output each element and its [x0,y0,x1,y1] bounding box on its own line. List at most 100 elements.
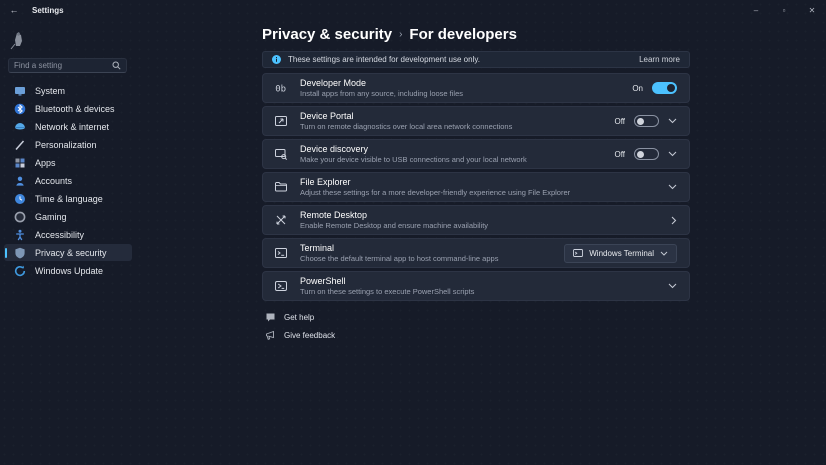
sidebar-item-network[interactable]: Network & internet [4,118,132,135]
footer-link-label: Get help [284,313,315,322]
toggle-state-label: On [632,83,643,93]
row-controls: Off [614,115,677,127]
row-title: Remote Desktop [300,210,368,220]
sidebar-item-accounts[interactable]: Accounts [4,172,132,189]
row-text: File Explorer Adjust these settings for … [300,173,668,201]
row-powershell[interactable]: PowerShell Turn on these settings to exe… [262,271,690,301]
windows-terminal-icon [573,249,584,257]
maximize-icon: ▫ [782,5,786,15]
row-description: Enable Remote Desktop and ensure machine… [300,221,489,230]
sidebar-item-accessibility[interactable]: Accessibility [4,226,132,243]
terminal-icon [274,246,288,260]
close-icon: ✕ [808,5,816,15]
row-text: Terminal Choose the default terminal app… [300,239,564,267]
titlebar: ← Settings – ▫ ✕ [0,0,826,20]
person-icon [14,175,26,187]
main-content: Privacy & security › For developers Thes… [262,20,690,341]
info-icon [272,55,281,64]
close-button[interactable]: ✕ [798,0,826,20]
device-portal-toggle[interactable] [634,115,659,127]
sidebar-item-privacy-security[interactable]: Privacy & security [4,244,132,261]
breadcrumb-separator-icon: › [399,29,403,40]
row-device-discovery[interactable]: Device discovery Make your device visibl… [262,139,690,169]
sidebar-item-label: Accounts [35,175,73,186]
row-text: Remote Desktop Enable Remote Desktop and… [300,206,671,234]
user-avatar[interactable] [8,30,28,56]
row-text: Device discovery Make your device visibl… [300,140,614,168]
accessibility-icon [14,229,26,241]
chevron-right-icon[interactable] [671,216,677,225]
give-feedback-link[interactable]: Give feedback [265,330,690,341]
chevron-down-icon[interactable] [668,151,677,157]
row-controls [668,184,677,190]
row-description: Turn on remote diagnostics over local ar… [300,122,513,131]
row-text: Device Portal Turn on remote diagnostics… [300,107,614,135]
sidebar-item-bluetooth[interactable]: Bluetooth & devices [4,100,132,117]
sidebar-item-label: Windows Update [35,265,104,276]
help-icon [265,312,276,323]
sidebar-item-label: Apps [35,157,56,168]
row-file-explorer[interactable]: File Explorer Adjust these settings for … [262,172,690,202]
search-box [8,58,127,73]
row-description: Make your device visible to USB connecti… [300,155,527,164]
sidebar-item-label: Time & language [35,193,103,204]
window-title: Settings [32,5,64,15]
row-title: Developer Mode [300,78,367,88]
toggle-knob [637,150,644,158]
footer-link-label: Give feedback [284,331,336,340]
chevron-down-icon[interactable] [668,283,677,289]
minimize-button[interactable]: – [742,0,770,20]
search-input[interactable] [14,61,112,70]
shield-icon [14,247,26,259]
learn-more-link[interactable]: Learn more [639,55,680,64]
sidebar-item-label: Personalization [35,139,97,150]
sidebar-item-time-language[interactable]: Time & language [4,190,132,207]
device-discovery-toggle[interactable] [634,148,659,160]
device-portal-icon [274,114,288,128]
xbox-icon [14,211,26,223]
breadcrumb-parent[interactable]: Privacy & security [262,25,393,43]
window-controls: – ▫ ✕ [742,0,826,20]
chevron-down-icon[interactable] [668,118,677,124]
terminal-app-dropdown[interactable]: Windows Terminal [564,243,677,263]
row-controls: On [632,82,677,94]
sidebar: System Bluetooth & devices Network & int… [0,20,250,465]
sidebar-item-apps[interactable]: Apps [4,154,132,171]
apps-grid-icon [14,157,26,169]
get-help-link[interactable]: Get help [265,312,690,323]
sidebar-nav: System Bluetooth & devices Network & int… [4,82,132,279]
row-title: File Explorer [300,177,351,187]
bluetooth-icon [14,103,26,115]
monitor-icon [14,85,26,97]
back-arrow-icon: ← [9,5,19,15]
settings-list: 0b Developer Mode Install apps from any … [262,73,690,301]
sidebar-item-gaming[interactable]: Gaming [4,208,132,225]
page-title: For developers [409,25,517,43]
footer-links: Get help Give feedback [262,312,690,341]
toggle-knob [637,117,644,125]
sidebar-item-label: Bluetooth & devices [35,103,115,114]
sidebar-item-label: Network & internet [35,121,110,132]
row-device-portal[interactable]: Device Portal Turn on remote diagnostics… [262,106,690,136]
sidebar-item-windows-update[interactable]: Windows Update [4,262,132,279]
back-button[interactable]: ← [0,0,28,20]
row-text: PowerShell Turn on these settings to exe… [300,272,668,300]
sidebar-item-label: Privacy & security [35,247,107,258]
remote-desktop-icon [274,213,288,227]
maximize-button[interactable]: ▫ [770,0,798,20]
sidebar-item-personalization[interactable]: Personalization [4,136,132,153]
clock-icon [14,193,26,205]
sidebar-item-label: System [35,85,66,96]
chevron-down-icon[interactable] [668,184,677,190]
developer-mode-toggle[interactable] [652,82,677,94]
sidebar-item-label: Accessibility [35,229,85,240]
row-controls [668,283,677,289]
row-description: Turn on these settings to execute PowerS… [300,287,475,296]
globe-icon [14,121,26,133]
sidebar-item-system[interactable]: System [4,82,132,99]
dropdown-selected-value: Windows Terminal [589,248,654,258]
breadcrumb: Privacy & security › For developers [262,25,690,43]
toggle-knob [667,84,675,92]
row-remote-desktop[interactable]: Remote Desktop Enable Remote Desktop and… [262,205,690,235]
